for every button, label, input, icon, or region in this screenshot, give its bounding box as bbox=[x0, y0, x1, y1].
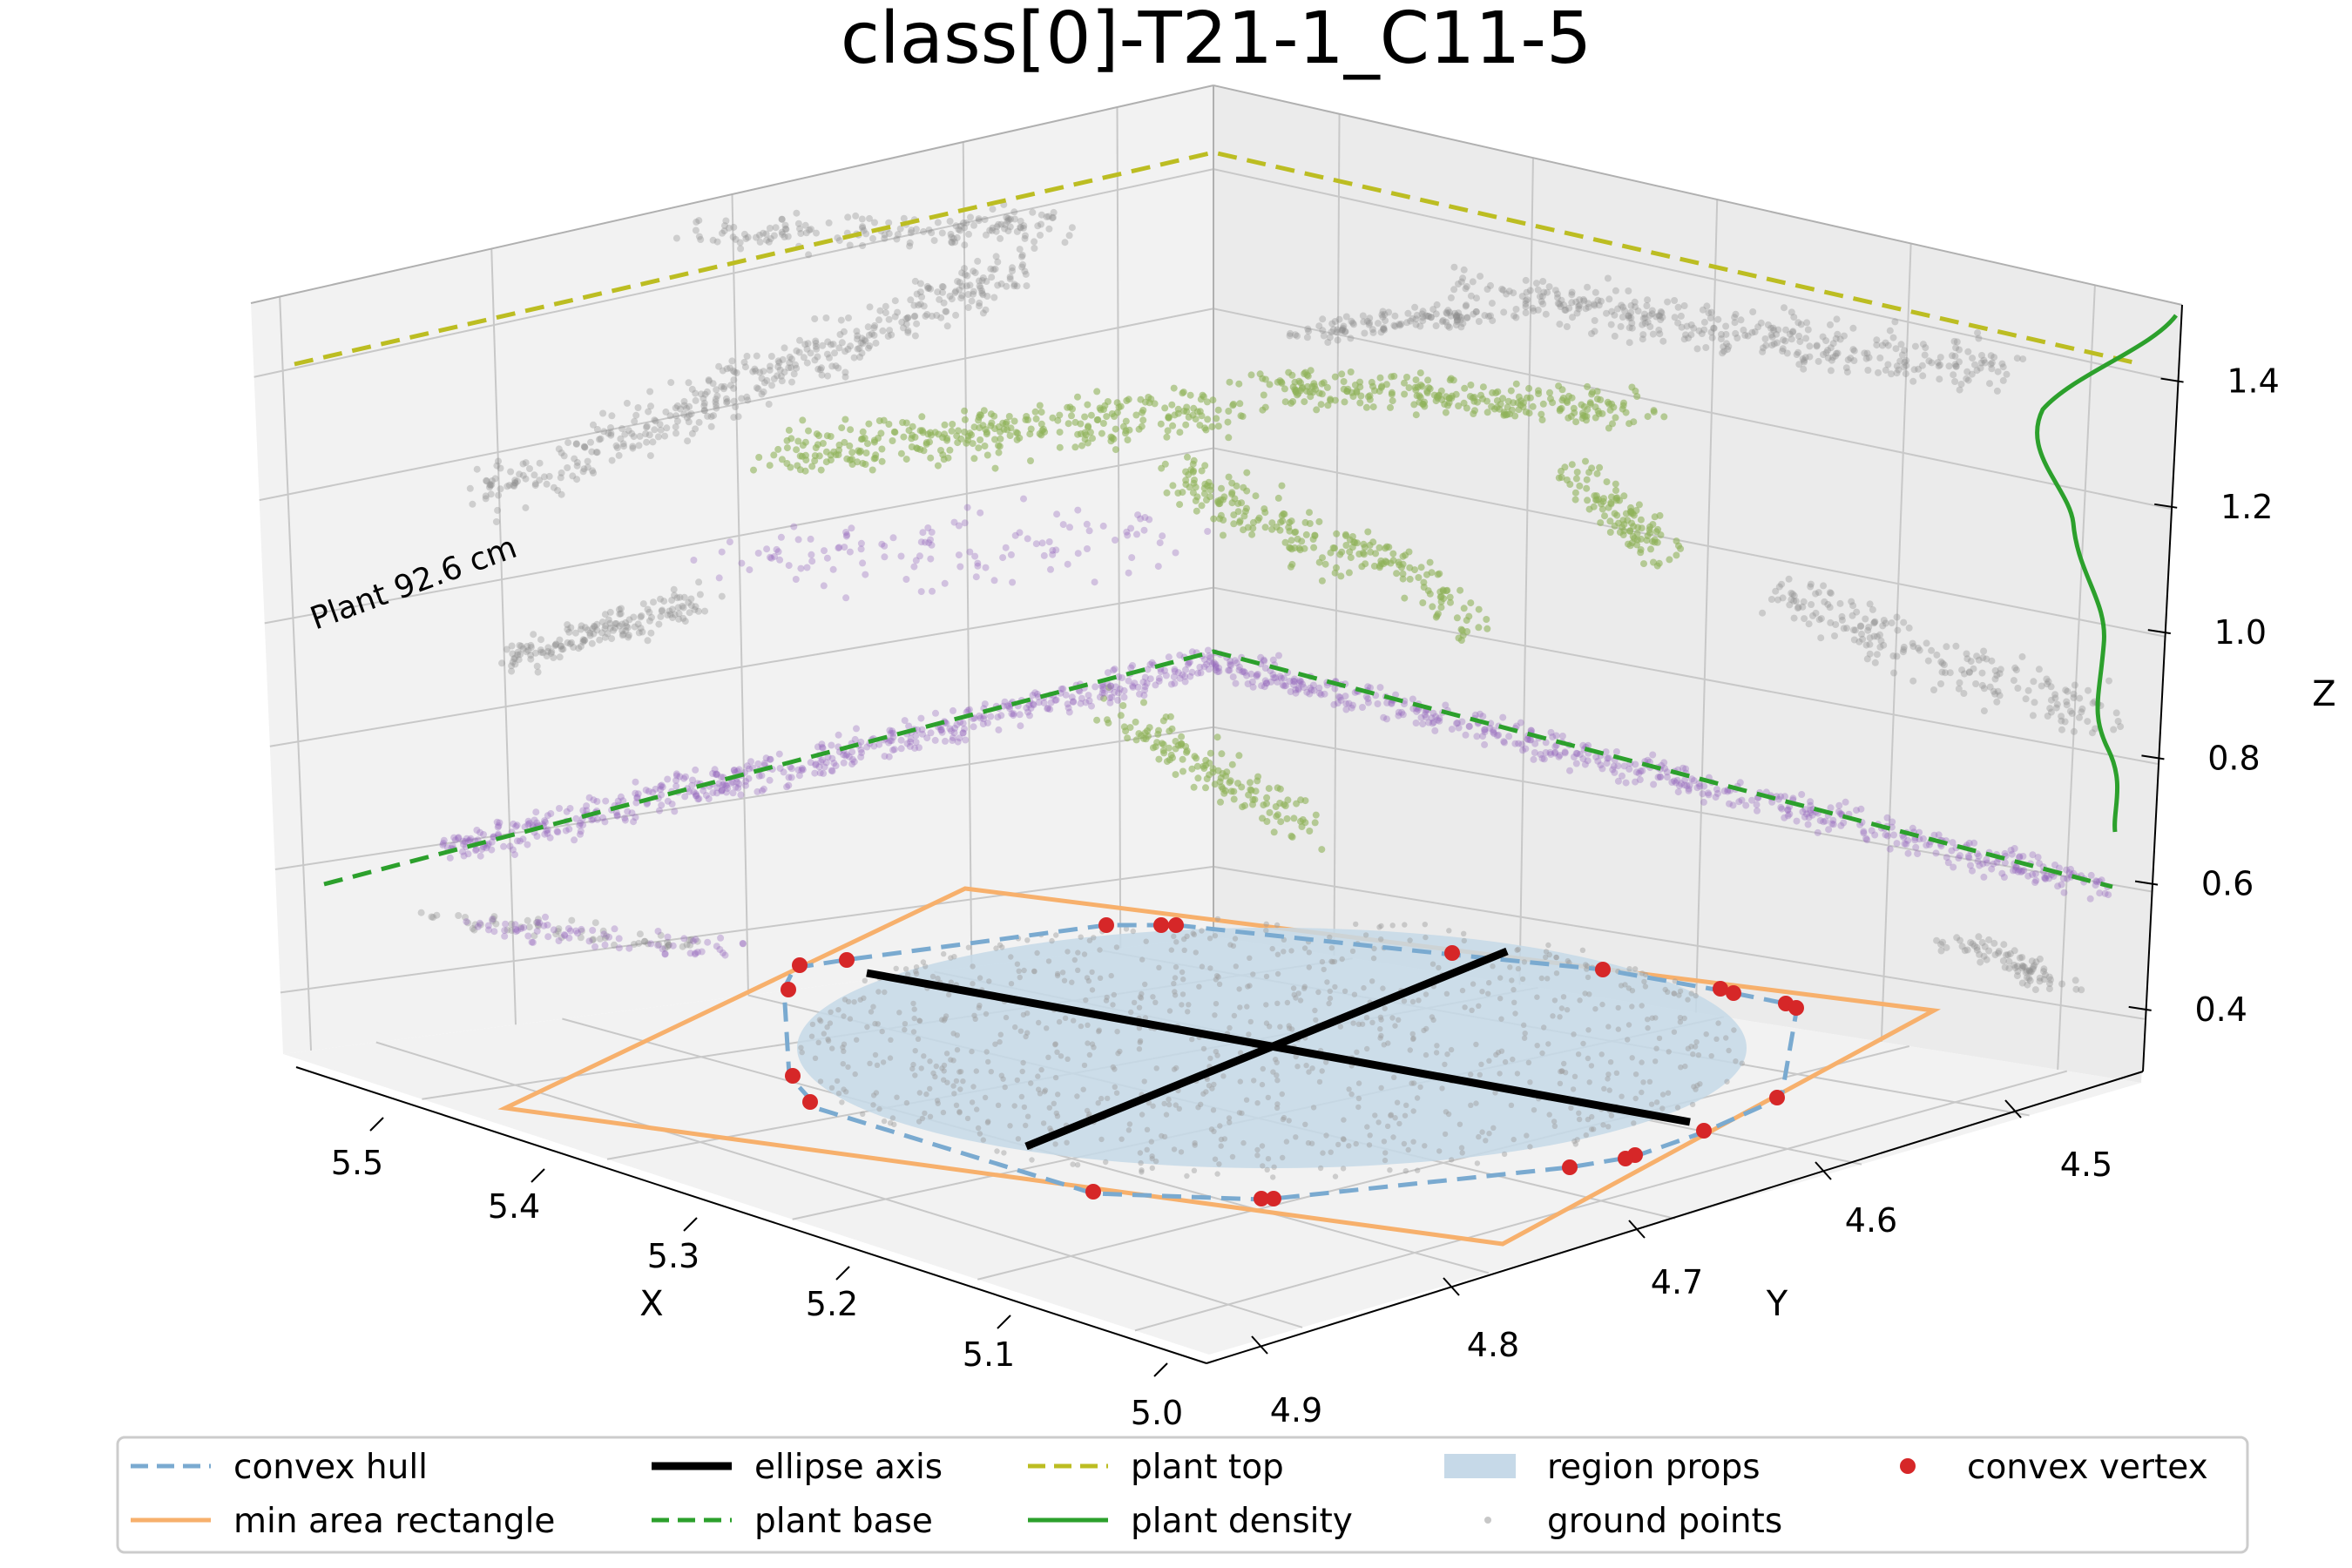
x-tick-label: 5.1 bbox=[963, 1335, 1015, 1374]
legend: convex hull min area rectangle ellipse axi… bbox=[116, 1436, 2249, 1554]
x-tick-label: 5.4 bbox=[488, 1187, 540, 1226]
convex-vertex-1 bbox=[839, 952, 855, 968]
convex-vertex-17 bbox=[1085, 1184, 1101, 1200]
convex-vertex-15 bbox=[1266, 1191, 1281, 1206]
axis-lines bbox=[295, 304, 2183, 1364]
legend-item: convex hull bbox=[131, 1448, 428, 1487]
back-left-pane bbox=[251, 85, 1213, 1054]
y-tick-label: 4.5 bbox=[2060, 1146, 2112, 1184]
legend-label: ground points bbox=[1547, 1502, 1782, 1541]
y-axis-label: Y bbox=[1766, 1284, 1788, 1324]
x-tick-label: 5.3 bbox=[647, 1237, 700, 1275]
convex-vertex-3 bbox=[1153, 917, 1169, 933]
y-tick-label: 4.8 bbox=[1467, 1326, 1519, 1364]
plant-base-line bbox=[323, 649, 2113, 889]
legend-label: convex vertex bbox=[1967, 1448, 2208, 1487]
legend-frame bbox=[116, 1436, 2249, 1554]
legend-item: plant base bbox=[652, 1502, 933, 1541]
chart-title: class[0]-T21-1_C11-5 bbox=[841, 0, 1592, 80]
convex-vertex-18 bbox=[802, 1094, 818, 1110]
legend-item: ground points bbox=[1484, 1502, 1782, 1541]
plant-points-green bbox=[750, 367, 1685, 854]
convex-vertex-0 bbox=[792, 957, 808, 973]
legend-label: plant density bbox=[1131, 1502, 1353, 1541]
convex-vertex-10 bbox=[1769, 1090, 1785, 1105]
convex-vertex-19 bbox=[785, 1068, 801, 1084]
x-tick-label: 5.5 bbox=[331, 1144, 383, 1182]
y-tick-label: 4.9 bbox=[1270, 1391, 1322, 1429]
x-tick-label: 5.0 bbox=[1131, 1394, 1183, 1432]
convex-vertex-5 bbox=[1444, 945, 1460, 961]
z-tick-label: 0.8 bbox=[2207, 739, 2260, 777]
legend-label: convex hull bbox=[233, 1448, 428, 1487]
legend-label: plant base bbox=[754, 1502, 933, 1541]
legend-label: min area rectangle bbox=[233, 1502, 555, 1541]
x-tick-label: 5.2 bbox=[806, 1285, 858, 1323]
convex-vertex-11 bbox=[1696, 1123, 1712, 1139]
z-tick-label: 1.4 bbox=[2227, 362, 2279, 401]
legend-label: plant top bbox=[1131, 1448, 1284, 1487]
legend-item: ellipse axis bbox=[652, 1448, 943, 1487]
legend-label: ellipse axis bbox=[754, 1448, 943, 1487]
z-tick-label: 1.2 bbox=[2220, 488, 2273, 526]
convex-vertex-20 bbox=[781, 982, 796, 997]
plant-top-line bbox=[294, 150, 2142, 367]
back-right-pane bbox=[1213, 85, 2182, 1083]
pane-edges bbox=[250, 84, 2183, 936]
x-axis-ticks: 5.0 5.1 5.2 5.3 5.4 5.5 bbox=[331, 1117, 1183, 1432]
convex-vertex-2 bbox=[1098, 917, 1114, 933]
z-axis-ticks: 0.4 0.6 0.8 1.0 1.2 1.4 bbox=[2128, 362, 2280, 1029]
convex-vertex-4 bbox=[1168, 917, 1184, 933]
y-tick-label: 4.7 bbox=[1651, 1263, 1703, 1301]
legend-label: region props bbox=[1547, 1448, 1761, 1487]
plant-points-purple bbox=[439, 495, 2112, 959]
convex-vertex-7 bbox=[1713, 981, 1728, 997]
x-axis-label: X bbox=[639, 1284, 663, 1324]
y-axis-ticks: 4.9 4.8 4.7 4.6 4.5 bbox=[1251, 1099, 2112, 1429]
z-tick-label: 1.0 bbox=[2214, 613, 2267, 652]
legend-swatch bbox=[1484, 1517, 1491, 1524]
plant-points-grey bbox=[417, 200, 2125, 994]
z-axis-label: Z bbox=[2312, 674, 2335, 714]
convex-vertices bbox=[781, 917, 1804, 1206]
z-tick-label: 0.4 bbox=[2194, 990, 2247, 1029]
convex-vertex-14 bbox=[1562, 1159, 1578, 1175]
ellipse-minor-axis bbox=[1024, 947, 1509, 1151]
plant-density-curve bbox=[2035, 314, 2179, 833]
z-tick-label: 0.6 bbox=[2201, 865, 2254, 903]
convex-vertex-13 bbox=[1618, 1151, 1633, 1166]
legend-swatch bbox=[1900, 1458, 1916, 1474]
legend-item: plant density bbox=[1028, 1502, 1353, 1541]
legend-swatch bbox=[1444, 1454, 1516, 1478]
legend-item: plant top bbox=[1028, 1448, 1284, 1487]
legend-item: min area rectangle bbox=[131, 1502, 555, 1541]
y-tick-label: 4.6 bbox=[1845, 1201, 1897, 1240]
convex-vertex-21 bbox=[1726, 985, 1741, 1001]
convex-vertex-9 bbox=[1788, 1000, 1804, 1016]
convex-vertex-6 bbox=[1595, 962, 1611, 977]
convex-vertex-16 bbox=[1254, 1191, 1269, 1206]
legend-item: region props bbox=[1444, 1448, 1761, 1487]
legend-item: convex vertex bbox=[1900, 1448, 2208, 1487]
